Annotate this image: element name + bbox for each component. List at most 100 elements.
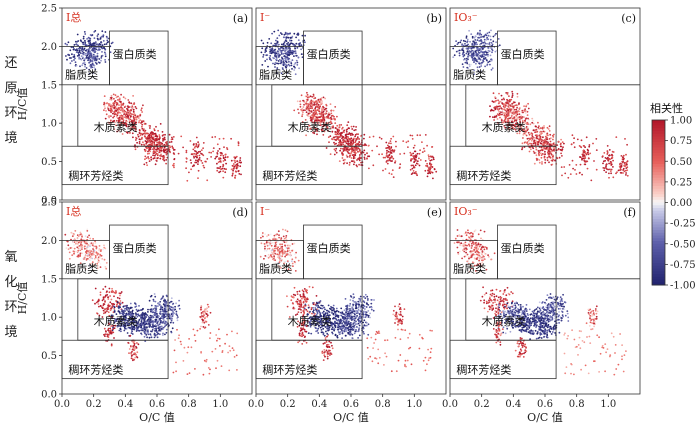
scatter-point bbox=[287, 41, 290, 44]
scatter-point bbox=[287, 36, 290, 39]
scatter-point bbox=[540, 154, 543, 157]
scatter-point bbox=[100, 46, 103, 49]
scatter-point bbox=[108, 333, 110, 336]
scatter-point bbox=[298, 67, 300, 70]
scatter-point bbox=[290, 50, 292, 52]
scatter-point bbox=[158, 333, 161, 336]
scatter-point bbox=[116, 112, 119, 114]
scatter-point bbox=[84, 247, 86, 250]
scatter-point bbox=[132, 125, 135, 128]
scatter-point bbox=[153, 336, 156, 339]
scatter-point bbox=[353, 161, 356, 164]
scatter-point bbox=[77, 51, 80, 54]
scatter-point bbox=[165, 142, 168, 145]
scatter-point bbox=[94, 302, 96, 305]
scatter-point bbox=[93, 51, 96, 54]
scatter-point bbox=[299, 103, 302, 106]
scatter-point bbox=[113, 115, 116, 118]
scatter-point bbox=[489, 54, 492, 57]
scatter-point bbox=[284, 36, 287, 39]
scatter-point bbox=[129, 302, 132, 305]
region-label-lipid: 脂质类 bbox=[65, 68, 98, 82]
scatter-point bbox=[548, 161, 550, 164]
scatter-point bbox=[531, 136, 534, 138]
scatter-point bbox=[193, 164, 195, 167]
scatter-point bbox=[83, 59, 86, 62]
scatter-point bbox=[72, 46, 75, 49]
scatter-point bbox=[159, 123, 162, 125]
scatter-point bbox=[551, 150, 553, 153]
scatter-point bbox=[199, 315, 202, 318]
scatter-point bbox=[124, 115, 127, 118]
scatter-point bbox=[274, 61, 277, 64]
scatter-point bbox=[72, 241, 75, 243]
scatter-point bbox=[560, 166, 563, 169]
scatter-point bbox=[432, 158, 435, 161]
scatter-point bbox=[539, 152, 542, 155]
scatter-point bbox=[67, 53, 69, 56]
scatter-point bbox=[121, 117, 123, 120]
scatter-point bbox=[89, 59, 92, 62]
scatter-point bbox=[583, 155, 585, 158]
scatter-point bbox=[492, 40, 495, 43]
scatter-point bbox=[513, 101, 516, 104]
scatter-point bbox=[529, 138, 531, 141]
scatter-point bbox=[161, 155, 163, 158]
scatter-point bbox=[166, 152, 169, 155]
x-tick-label: 0.2 bbox=[86, 399, 102, 410]
scatter-point bbox=[337, 144, 340, 146]
scatter-point bbox=[95, 247, 98, 250]
scatter-point bbox=[125, 122, 128, 125]
scatter-point bbox=[137, 309, 140, 312]
scatter-point bbox=[272, 56, 274, 59]
scatter-point bbox=[553, 146, 555, 149]
scatter-point bbox=[239, 165, 242, 168]
scatter-point bbox=[280, 50, 283, 53]
scatter-point bbox=[198, 143, 200, 146]
scatter-point bbox=[296, 61, 299, 64]
scatter-point bbox=[301, 107, 304, 110]
scatter-point bbox=[81, 50, 84, 53]
scatter-point bbox=[185, 157, 188, 160]
scatter-point bbox=[158, 135, 161, 138]
region-label-lipid: 脂质类 bbox=[65, 262, 98, 276]
scatter-point bbox=[157, 325, 160, 328]
scatter-point bbox=[606, 157, 608, 160]
scatter-point bbox=[78, 58, 80, 60]
scatter-point bbox=[429, 167, 432, 170]
scatter-point bbox=[264, 60, 267, 62]
scatter-point bbox=[328, 117, 330, 120]
scatter-point bbox=[602, 167, 605, 169]
scatter-point bbox=[125, 113, 128, 116]
scatter-point bbox=[297, 56, 300, 59]
scatter-point bbox=[147, 333, 150, 336]
y-axis-title: H/C值 bbox=[16, 282, 29, 315]
scatter-point bbox=[293, 109, 296, 112]
scatter-point bbox=[217, 161, 220, 164]
scatter-point bbox=[281, 57, 284, 60]
scatter-point bbox=[288, 64, 291, 67]
scatter-point bbox=[123, 122, 126, 125]
scatter-point bbox=[325, 147, 328, 149]
scatter-point bbox=[570, 143, 573, 146]
scatter-point bbox=[161, 310, 164, 312]
scatter-point bbox=[287, 57, 290, 60]
scatter-point bbox=[159, 325, 162, 328]
scatter-point bbox=[424, 134, 427, 136]
scatter-point bbox=[95, 48, 97, 51]
scatter-point bbox=[124, 327, 126, 330]
scatter-point bbox=[502, 103, 505, 106]
scatter-point bbox=[122, 103, 125, 106]
scatter-point bbox=[202, 373, 205, 376]
scatter-point bbox=[346, 124, 349, 127]
scatter-point bbox=[146, 146, 149, 149]
scatter-point bbox=[472, 52, 475, 55]
scatter-point bbox=[86, 251, 89, 254]
scatter-point bbox=[190, 168, 193, 171]
scatter-point bbox=[428, 155, 430, 158]
scatter-point bbox=[116, 296, 119, 299]
scatter-point bbox=[358, 141, 361, 144]
scatter-point bbox=[501, 113, 503, 116]
scatter-point bbox=[538, 134, 541, 137]
scatter-point bbox=[118, 106, 121, 109]
